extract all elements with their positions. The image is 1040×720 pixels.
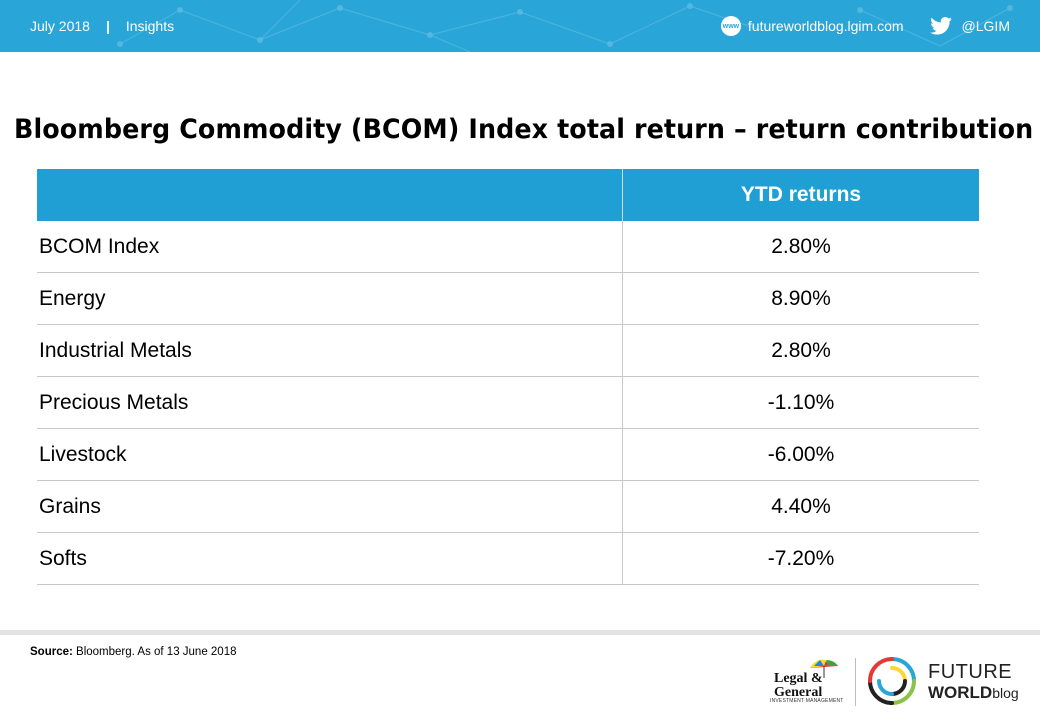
logo-divider <box>855 658 856 706</box>
row-label: Energy <box>37 272 623 325</box>
source-text: Bloomberg. As of 13 June 2018 <box>72 646 237 658</box>
returns-table: YTD returns BCOM Index 2.80% Energy 8.90… <box>37 169 979 585</box>
table-row: Grains 4.40% <box>37 480 979 533</box>
network-pattern <box>117 0 1013 52</box>
page-title: Bloomberg Commodity (BCOM) Index total r… <box>14 114 1034 145</box>
future-world-logo-line-1: FUTURE <box>928 661 1013 683</box>
row-value: -6.00% <box>622 428 979 481</box>
header-links: www futureworldblog.lgim.com @LGIM <box>720 0 1010 52</box>
website-link[interactable]: futureworldblog.lgim.com <box>747 18 904 34</box>
twitter-icon <box>929 17 952 35</box>
row-label: Softs <box>37 532 623 585</box>
row-label: Industrial Metals <box>37 324 623 377</box>
logo-line-2: General <box>774 685 823 700</box>
logo-blog: blog <box>992 685 1019 701</box>
logo-world: WORLD <box>928 683 993 702</box>
umbrella-icon <box>810 659 838 678</box>
legal-general-logo: Legal & General <box>774 672 823 700</box>
logo-subtitle: INVESTMENT MANAGEMENT <box>770 698 844 704</box>
table-row: Industrial Metals 2.80% <box>37 324 979 377</box>
row-value: 2.80% <box>622 324 979 377</box>
row-label: BCOM Index <box>37 221 623 273</box>
row-label: Grains <box>37 480 623 533</box>
row-value: 4.40% <box>622 480 979 533</box>
header-bar: July 2018 | Insights www futureworldblog… <box>0 0 1040 52</box>
breadcrumb: July 2018 | Insights <box>30 0 174 52</box>
breadcrumb-separator: | <box>105 18 110 34</box>
table-row: Softs -7.20% <box>37 532 979 585</box>
row-label: Livestock <box>37 428 623 481</box>
table-row: Energy 8.90% <box>37 272 979 325</box>
column-header-ytd-returns: YTD returns <box>622 169 979 221</box>
future-world-icon <box>868 657 916 705</box>
twitter-handle[interactable]: @LGIM <box>961 18 1010 34</box>
row-value: 8.90% <box>622 272 979 325</box>
table-row: Livestock -6.00% <box>37 428 979 481</box>
row-value: -1.10% <box>622 376 979 429</box>
section-link[interactable]: Insights <box>125 18 175 34</box>
table-header-row: YTD returns <box>37 169 979 221</box>
column-header-label <box>37 169 623 221</box>
row-value: -7.20% <box>622 532 979 585</box>
table-row: BCOM Index 2.80% <box>37 221 979 273</box>
source-label: Source: <box>30 646 73 658</box>
table-row: Precious Metals -1.10% <box>37 376 979 429</box>
footer-divider <box>0 630 1040 635</box>
logo-line-1: Legal & <box>774 671 823 686</box>
row-value: 2.80% <box>622 221 979 273</box>
row-label: Precious Metals <box>37 376 623 429</box>
source-note: Source: Bloomberg. As of 13 June 2018 <box>30 646 237 658</box>
date-label: July 2018 <box>30 18 90 34</box>
future-world-logo-line-2: WORLDblog <box>928 683 1019 703</box>
www-icon: www <box>720 16 741 36</box>
